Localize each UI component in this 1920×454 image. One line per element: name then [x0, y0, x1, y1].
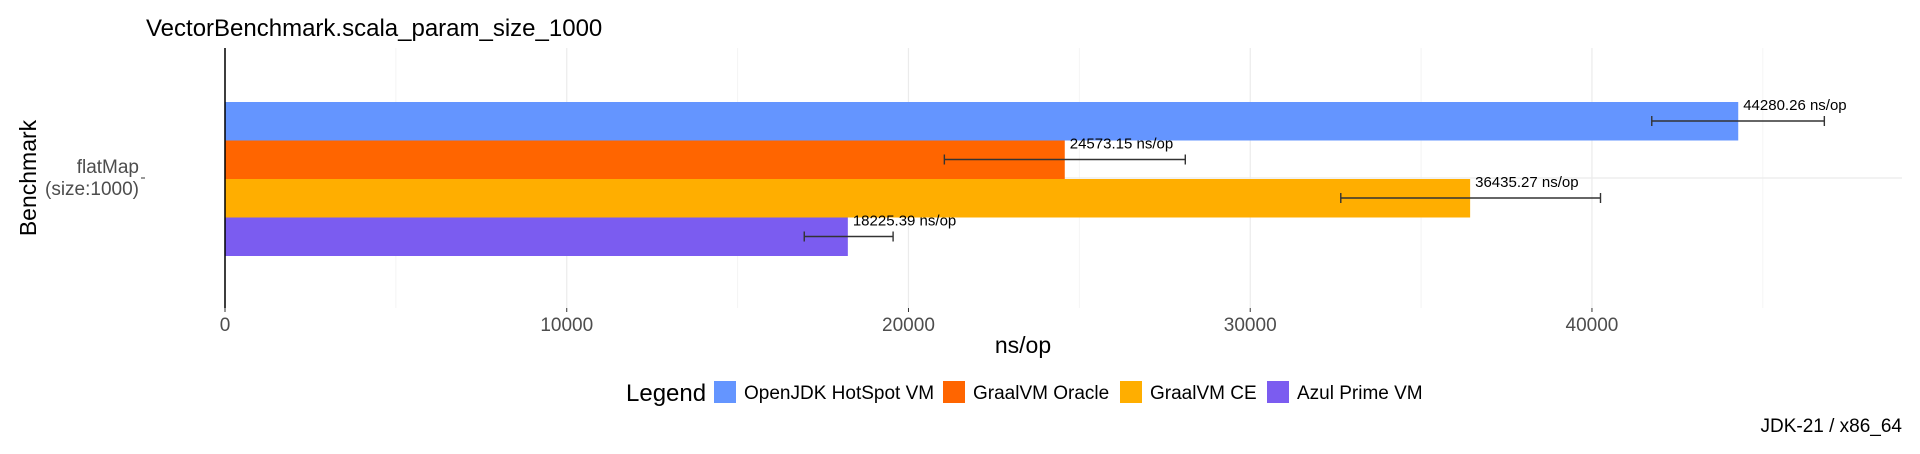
legend-label: GraalVM Oracle	[973, 383, 1109, 404]
bar-3	[225, 179, 1471, 218]
bar-1	[225, 102, 1739, 141]
bar-2	[225, 140, 1065, 179]
y-category-label: flatMap(size:1000)	[45, 157, 145, 200]
legend-swatch	[943, 381, 965, 403]
x-tick-label: 30000	[1224, 315, 1277, 336]
legend-item-1: OpenJDK HotSpot VM	[714, 381, 934, 404]
data-labels: 44280.26 ns/op 24573.15 ns/op 36435.27 ns/…	[853, 97, 1847, 230]
data-label-2: 24573.15 ns/op	[1070, 136, 1173, 153]
legend-item-3: GraalVM CE	[1120, 381, 1257, 404]
legend-title: Legend	[626, 380, 706, 407]
error-bar-3	[1340, 193, 1602, 203]
error-bars	[803, 116, 1826, 242]
error-bar-1	[1651, 116, 1826, 126]
x-tick-labels: 0 10000 20000 30000 40000	[220, 308, 1619, 336]
legend-swatch	[1120, 381, 1142, 403]
bars	[225, 102, 1739, 256]
legend-item-4: Azul Prime VM	[1267, 381, 1423, 404]
error-bar-2	[943, 154, 1186, 165]
legend-swatch	[1267, 381, 1289, 403]
legend-label: GraalVM CE	[1150, 383, 1257, 404]
legend-swatch	[714, 381, 736, 403]
data-label-1: 44280.26 ns/op	[1743, 97, 1846, 114]
y-axis-title: Benchmark	[15, 119, 41, 236]
chart-caption: JDK-21 / x86_64	[1760, 416, 1902, 437]
legend-item-2: GraalVM Oracle	[943, 381, 1109, 404]
data-label-4: 18225.39 ns/op	[853, 213, 956, 230]
bar-4	[225, 217, 848, 256]
legend-label: OpenJDK HotSpot VM	[744, 383, 934, 404]
x-tick-label: 0	[220, 315, 231, 336]
y-category-line: (size:1000)	[45, 179, 139, 200]
x-tick-label: 40000	[1566, 315, 1619, 336]
legend-label: Azul Prime VM	[1297, 383, 1423, 404]
chart-title: VectorBenchmark.scala_param_size_1000	[146, 15, 602, 42]
y-category-line: flatMap	[77, 157, 139, 178]
x-tick-label: 10000	[540, 315, 593, 336]
x-axis-title: ns/op	[995, 332, 1051, 358]
x-tick-label: 20000	[882, 315, 935, 336]
error-bar-4	[803, 231, 894, 242]
data-label-3: 36435.27 ns/op	[1475, 174, 1578, 191]
legend: Legend OpenJDK HotSpot VM GraalVM Oracle G…	[626, 380, 1423, 407]
